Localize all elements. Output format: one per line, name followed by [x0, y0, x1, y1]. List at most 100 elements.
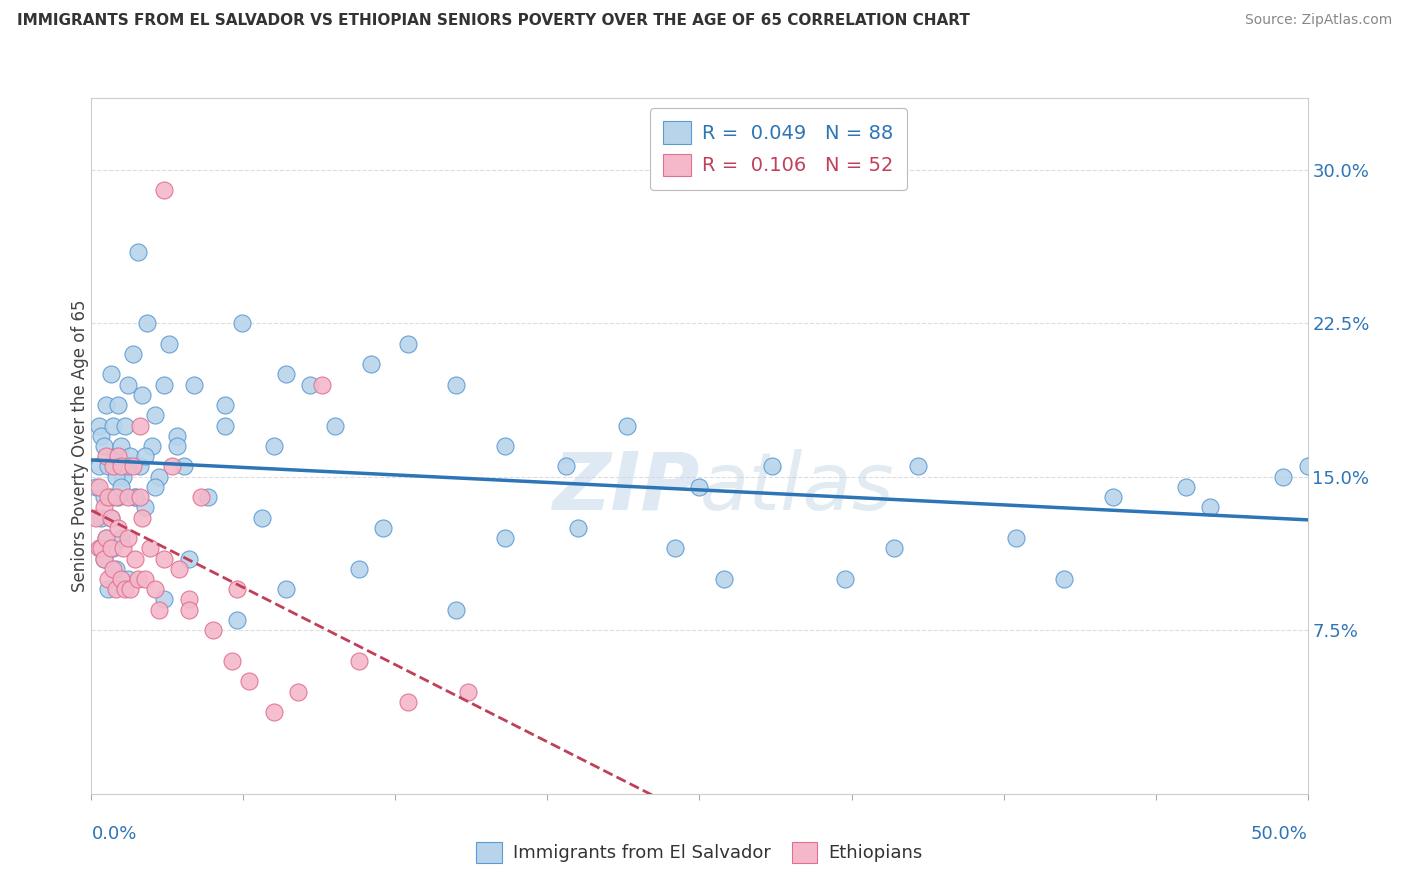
Point [121, 347, 143, 361]
Point [111, 469, 134, 483]
Point [104, 469, 127, 483]
Point [177, 592, 200, 607]
Point [120, 449, 142, 463]
Point [226, 582, 249, 597]
Point [127, 572, 149, 586]
Point [87, 541, 110, 556]
Point [134, 572, 156, 586]
Point [110, 439, 132, 453]
Point [713, 572, 735, 586]
Point [153, 551, 176, 566]
Point [360, 357, 382, 371]
Point [238, 674, 260, 689]
Point [153, 377, 176, 392]
Point [177, 551, 200, 566]
Text: 50.0%: 50.0% [1251, 825, 1308, 843]
Point [107, 449, 129, 463]
Text: ZIP: ZIP [553, 449, 699, 527]
Point [94, 398, 117, 412]
Point [131, 388, 153, 402]
Text: IMMIGRANTS FROM EL SALVADOR VS ETHIOPIAN SENIORS POVERTY OVER THE AGE OF 65 CORR: IMMIGRANTS FROM EL SALVADOR VS ETHIOPIAN… [17, 13, 970, 29]
Point [183, 377, 205, 392]
Point [160, 459, 183, 474]
Point [134, 500, 156, 515]
Point [1102, 490, 1125, 504]
Point [120, 582, 142, 597]
Point [104, 562, 127, 576]
Point [1053, 572, 1076, 586]
Point [761, 459, 783, 474]
Point [153, 183, 176, 197]
Point [1004, 531, 1026, 545]
Point [94, 531, 117, 545]
Point [97, 582, 120, 597]
Point [347, 562, 370, 576]
Point [148, 603, 170, 617]
Point [124, 490, 146, 504]
Point [1296, 459, 1319, 474]
Point [124, 490, 146, 504]
Point [1175, 480, 1198, 494]
Point [117, 459, 139, 474]
Point [231, 316, 253, 330]
Point [494, 439, 516, 453]
Point [93, 439, 115, 453]
Point [97, 572, 120, 586]
Point [494, 531, 516, 545]
Point [263, 439, 285, 453]
Point [347, 654, 370, 668]
Point [1272, 469, 1295, 483]
Point [396, 695, 419, 709]
Point [226, 613, 249, 627]
Point [136, 316, 159, 330]
Point [323, 418, 346, 433]
Point [129, 418, 152, 433]
Point [287, 684, 309, 698]
Y-axis label: Seniors Poverty Over the Age of 65: Seniors Poverty Over the Age of 65 [72, 300, 89, 592]
Point [87, 418, 110, 433]
Point [373, 521, 395, 535]
Point [263, 705, 285, 719]
Point [117, 531, 139, 545]
Point [143, 480, 166, 494]
Point [117, 490, 139, 504]
Point [103, 562, 125, 576]
Point [100, 510, 122, 524]
Point [221, 654, 243, 668]
Point [907, 459, 929, 474]
Point [567, 521, 589, 535]
Point [143, 582, 166, 597]
Point [117, 572, 139, 586]
Point [396, 336, 419, 351]
Point [131, 510, 153, 524]
Point [100, 541, 122, 556]
Text: atlas: atlas [699, 449, 894, 527]
Point [100, 490, 122, 504]
Point [90, 510, 112, 524]
Point [93, 551, 115, 566]
Point [166, 439, 188, 453]
Point [143, 409, 166, 423]
Point [688, 480, 710, 494]
Point [616, 418, 638, 433]
Point [124, 551, 146, 566]
Point [110, 531, 132, 545]
Point [110, 459, 132, 474]
Text: Source: ZipAtlas.com: Source: ZipAtlas.com [1244, 13, 1392, 28]
Point [129, 490, 152, 504]
Point [141, 439, 163, 453]
Point [114, 418, 136, 433]
Point [94, 449, 117, 463]
Point [110, 480, 132, 494]
Point [97, 490, 120, 504]
Point [110, 572, 132, 586]
Point [121, 459, 143, 474]
Point [139, 541, 162, 556]
Point [107, 398, 129, 412]
Point [664, 541, 686, 556]
Point [173, 459, 195, 474]
Point [87, 480, 110, 494]
Point [84, 510, 107, 524]
Point [157, 336, 180, 351]
Point [93, 551, 115, 566]
